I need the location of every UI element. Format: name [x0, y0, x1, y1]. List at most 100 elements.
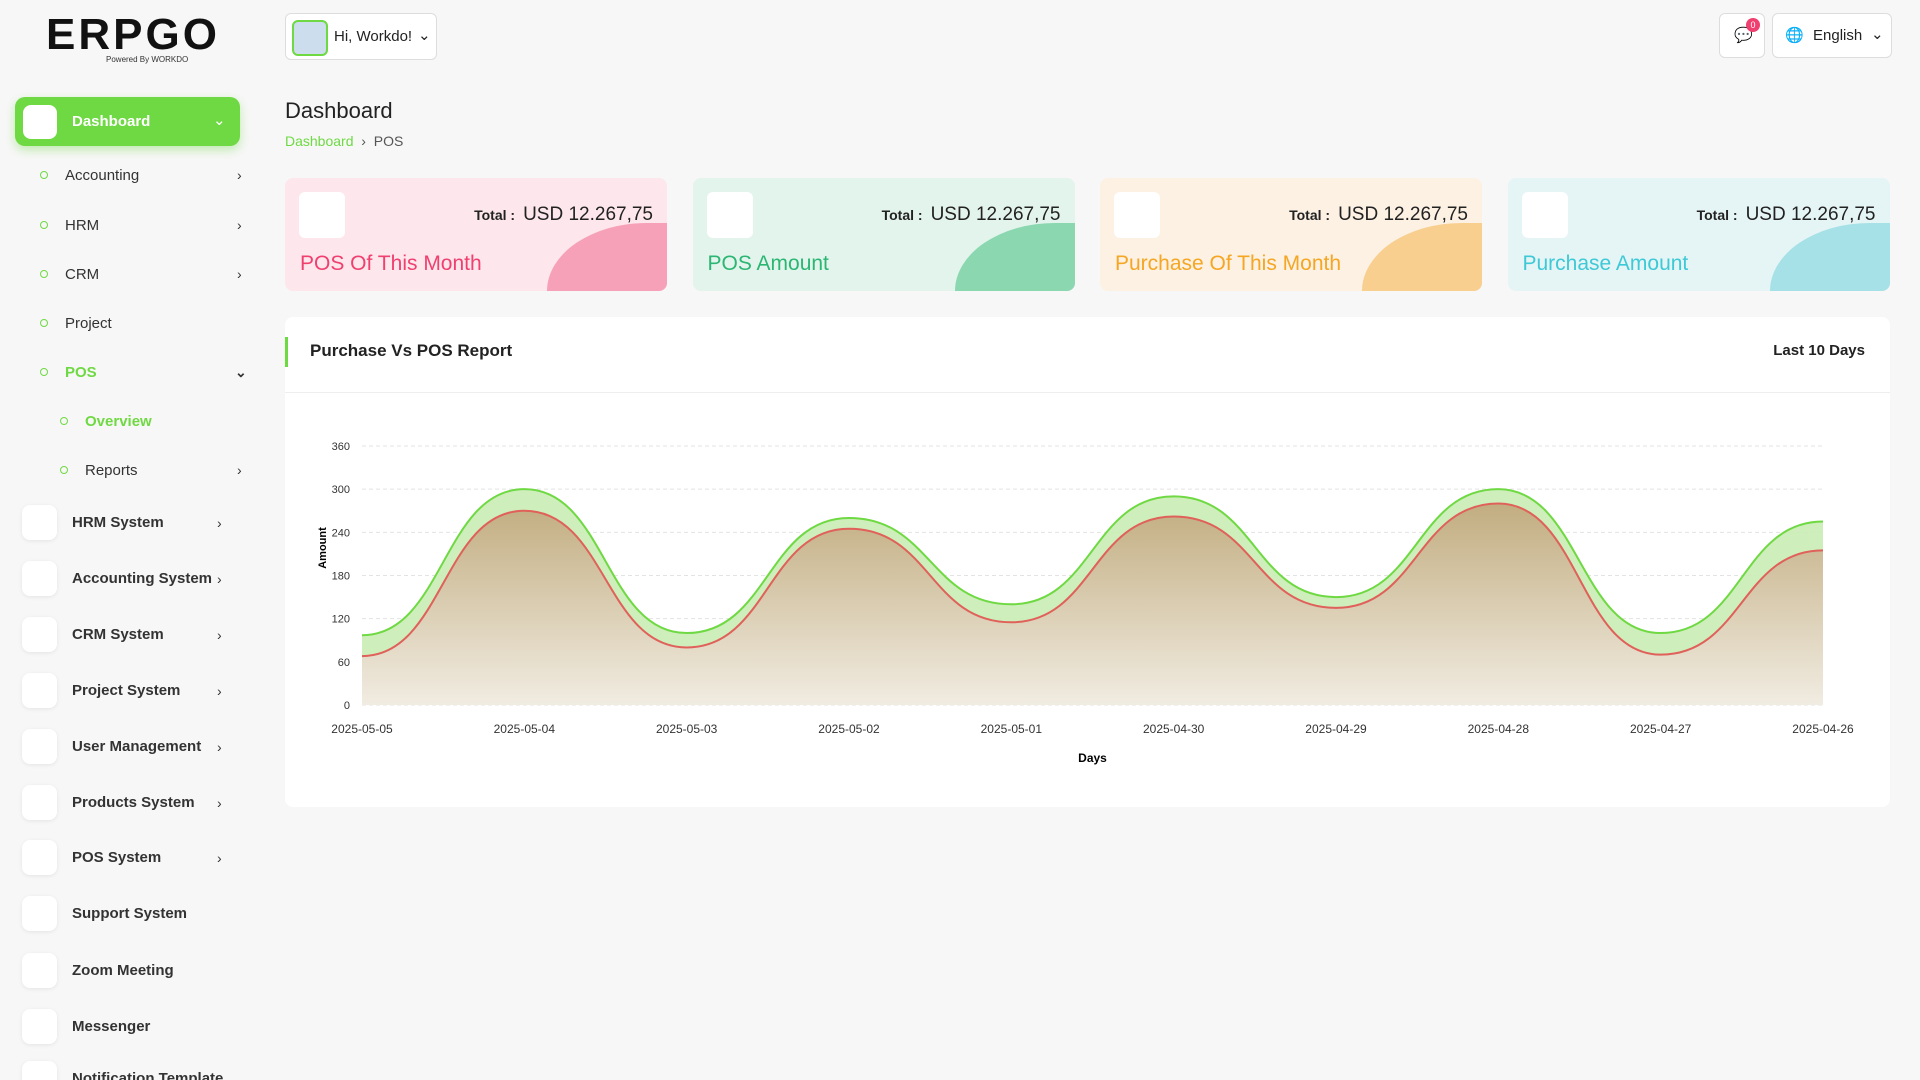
total-value: USD 12.267,75: [930, 204, 1061, 225]
y-tick-label: 180: [332, 571, 350, 583]
card-title: Purchase Of This Month: [1115, 252, 1342, 275]
menu-label: Accounting: [65, 167, 140, 184]
x-tick-label: 2025-05-04: [494, 722, 556, 736]
menu-label: HRM System: [72, 514, 164, 531]
menu-item[interactable]: Notification Template: [22, 1061, 242, 1080]
menu-item[interactable]: Zoom Meeting: [22, 953, 242, 989]
menu-item[interactable]: Support System: [22, 896, 242, 932]
area: [362, 503, 1823, 705]
x-axis-title: Days: [1078, 751, 1107, 765]
menu-label: Project System: [72, 682, 181, 699]
user-menu[interactable]: Hi, Workdo! ⌄: [285, 13, 437, 60]
menu-item[interactable]: Messenger: [22, 1009, 242, 1045]
menu-label: Zoom Meeting: [72, 962, 174, 979]
total-label: Total :: [474, 207, 516, 223]
greeting: Hi, Workdo!: [334, 28, 413, 45]
menu-item[interactable]: Project: [40, 315, 112, 332]
menu-label: CRM: [65, 266, 100, 283]
menu-label: HRM: [65, 217, 100, 234]
sidebar: ERPGO Powered By WORKDO Dashboard ⌄ Accou…: [0, 0, 260, 1080]
menu-item[interactable]: Overview: [60, 413, 152, 430]
menu-label: User Management: [72, 738, 202, 755]
menu-label: Dashboard: [72, 113, 151, 130]
menu-label: Notification Template: [72, 1070, 224, 1080]
page-title: Dashboard: [285, 98, 393, 123]
menu-item[interactable]: HRM System ›: [22, 505, 242, 541]
menu-item[interactable]: POS ⌄: [40, 364, 247, 381]
chevron: ›: [217, 739, 222, 755]
x-tick-label: 2025-05-01: [981, 722, 1043, 736]
breadcrumb-item: POS: [373, 133, 404, 149]
menu-label: Reports: [85, 462, 138, 479]
y-tick-label: 240: [332, 527, 350, 539]
x-tick-label: 2025-05-03: [656, 722, 718, 736]
y-tick-label: 0: [344, 700, 350, 712]
x-tick-label: 2025-04-26: [1792, 722, 1854, 736]
menu-label: Messenger: [72, 1018, 151, 1035]
menu-label: Products System: [72, 794, 195, 811]
notification-count: 0: [1746, 18, 1760, 32]
stat-card: Total : USD 12.267,75 Purchase Amount: [1507, 178, 1890, 291]
total-value: USD 12.267,75: [1338, 204, 1468, 225]
x-tick-label: 2025-05-05: [331, 722, 393, 736]
x-tick-label: 2025-04-28: [1468, 722, 1530, 736]
y-tick-label: 60: [338, 657, 350, 669]
y-tick-label: 120: [332, 614, 350, 626]
total-label: Total :: [1696, 207, 1738, 223]
card-total: Total : USD 12.267,75: [1289, 204, 1468, 226]
menu-label: Overview: [85, 413, 152, 430]
line: [361, 502, 1824, 658]
language-button[interactable]: 🌐 English ⌄: [1772, 13, 1892, 58]
card-total: Total : USD 12.267,75: [882, 204, 1061, 226]
y-tick-label: 300: [332, 484, 350, 496]
menu-item[interactable]: POS System ›: [22, 840, 242, 876]
card-title: POS Amount: [707, 252, 829, 275]
chevron: ›: [217, 683, 222, 699]
chevron: ›: [217, 515, 222, 531]
menu-item[interactable]: HRM ›: [40, 217, 242, 234]
y-axis-title: Amount: [317, 527, 329, 569]
card-total: Total : USD 12.267,75: [1697, 204, 1876, 226]
chevron: ›: [217, 571, 222, 587]
chart-filter[interactable]: Last 10 Days: [1773, 342, 1865, 359]
total-label: Total :: [881, 207, 923, 223]
total-value: USD 12.267,75: [523, 204, 653, 225]
breadcrumb: Dashboard › POS: [285, 133, 404, 149]
stat-card: Total : USD 12.267,75 POS Amount: [692, 178, 1075, 291]
menu-label: POS System: [72, 849, 162, 866]
x-tick-label: 2025-04-27: [1630, 722, 1692, 736]
menu-label: Project: [65, 315, 112, 332]
menu-item[interactable]: CRM ›: [40, 266, 242, 283]
logo-tagline: Powered By WORKDO: [106, 55, 189, 64]
menu-item[interactable]: Dashboard ⌄: [15, 97, 240, 146]
menu-item[interactable]: Accounting ›: [40, 167, 242, 184]
chevron: ›: [217, 850, 222, 866]
x-tick-label: 2025-04-30: [1143, 722, 1205, 736]
language: English: [1813, 27, 1863, 44]
menu-label: POS: [65, 364, 97, 381]
menu-item[interactable]: Products System ›: [22, 785, 242, 821]
menu-label: CRM System: [72, 626, 164, 643]
line: [361, 488, 1824, 637]
logo: ERPGO: [46, 10, 220, 59]
chart-title: Purchase Vs POS Report: [310, 341, 513, 360]
x-tick-label: 2025-04-29: [1305, 722, 1367, 736]
menu-item[interactable]: Reports ›: [60, 462, 242, 479]
menu-item[interactable]: Project System ›: [22, 673, 242, 709]
y-tick-label: 360: [332, 441, 350, 453]
breadcrumb-link[interactable]: Dashboard: [285, 133, 354, 149]
notification-button[interactable]: 💬 0: [1719, 13, 1765, 58]
menu-label: Support System: [72, 905, 188, 922]
card-title: POS Of This Month: [300, 252, 482, 275]
menu-label: Accounting System: [72, 570, 213, 587]
total-value: USD 12.267,75: [1745, 204, 1876, 225]
menu-item[interactable]: User Management ›: [22, 729, 242, 765]
menu-item[interactable]: Accounting System ›: [22, 561, 242, 597]
stat-card: Total : USD 12.267,75 POS Of This Month: [285, 178, 667, 291]
card-total: Total : USD 12.267,75: [474, 204, 653, 226]
card-title: Purchase Amount: [1522, 252, 1689, 275]
menu-item[interactable]: CRM System ›: [22, 617, 242, 653]
stat-card: Total : USD 12.267,75 Purchase Of This Mon…: [1100, 178, 1482, 291]
